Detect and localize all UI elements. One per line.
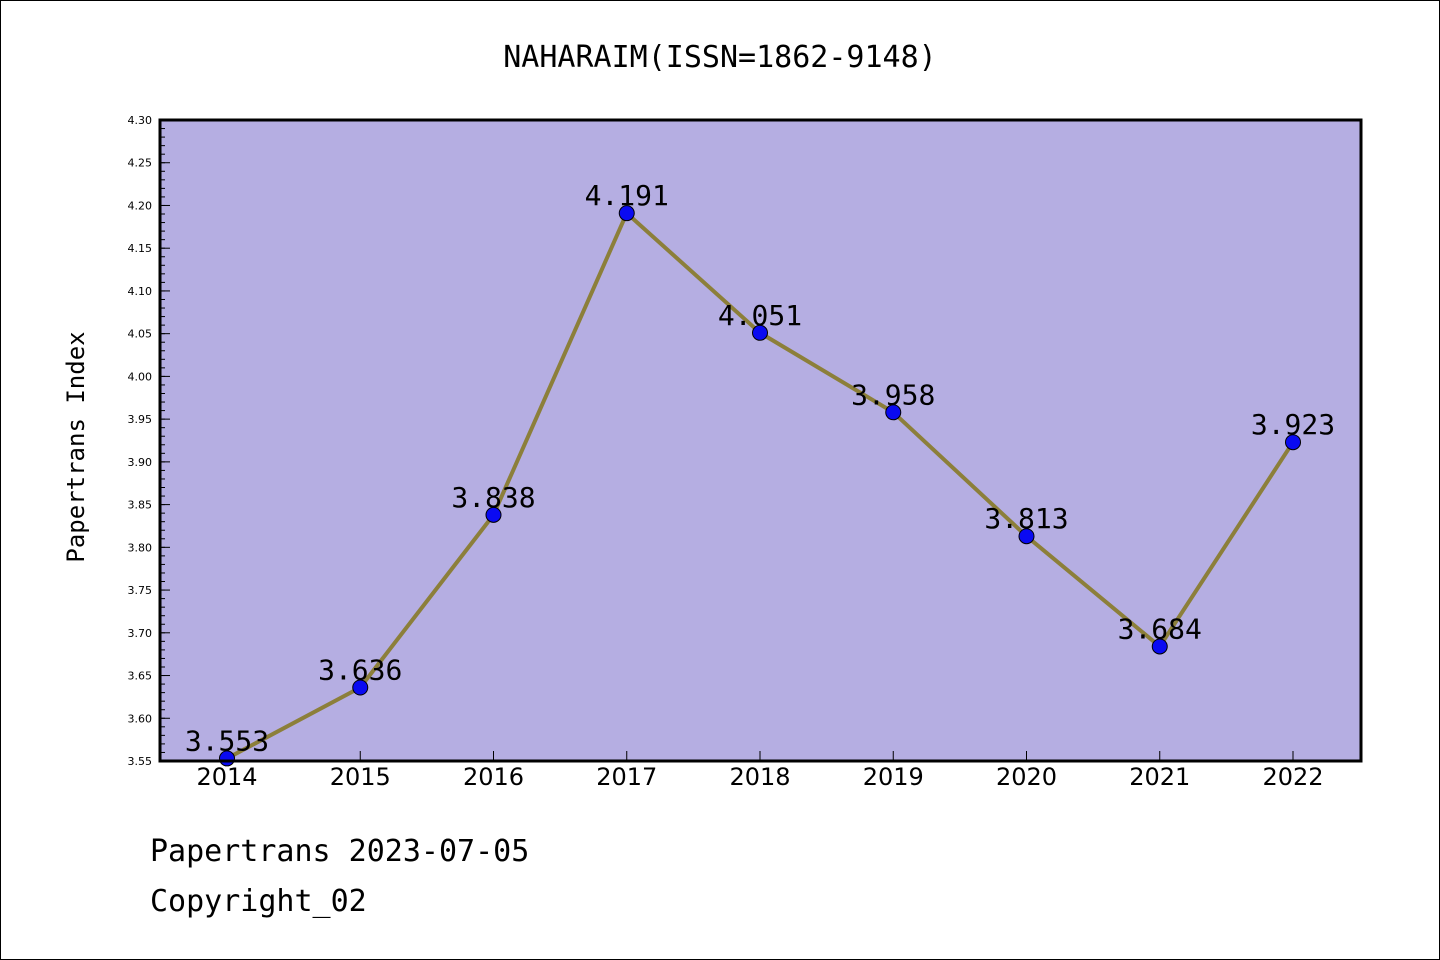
y-tick-label: 4.10: [128, 285, 153, 298]
y-tick-label: 4.00: [128, 370, 153, 383]
footer-date: Papertrans 2023-07-05: [150, 834, 530, 869]
data-label: 3.553: [185, 724, 269, 757]
data-point: [1285, 434, 1301, 451]
y-axis-label: Papertrans Index: [62, 331, 90, 562]
x-tick-label: 2014: [196, 763, 257, 791]
data-point: [485, 506, 502, 523]
y-tick-label: 4.20: [128, 199, 153, 212]
y-tick-label: 3.90: [128, 456, 153, 469]
y-tick-label: 3.75: [128, 584, 153, 597]
data-label: 3.838: [451, 481, 535, 514]
data-point: [752, 324, 768, 341]
data-label: 4.191: [585, 179, 669, 212]
plot-border: [158, 118, 1363, 763]
chart-title: NAHARAIM(ISSN=1862-9148): [503, 40, 936, 75]
data-label: 3.923: [1251, 408, 1335, 441]
data-label: 4.051: [718, 299, 802, 332]
y-tick-label: 3.70: [128, 627, 153, 640]
x-tick-label: 2016: [463, 763, 524, 791]
x-tick-label: 2018: [729, 763, 790, 791]
data-point: [885, 404, 902, 421]
x-tick-label: 2017: [596, 763, 657, 791]
x-tick-label: 2022: [1262, 763, 1323, 791]
y-tick-label: 3.95: [128, 413, 153, 426]
x-tick-label: 2019: [863, 763, 924, 791]
data-point: [1151, 638, 1168, 655]
x-tick-label: 2020: [996, 763, 1057, 791]
y-tick-label: 3.60: [128, 712, 153, 725]
data-label: 3.958: [851, 378, 935, 411]
data-point: [1018, 528, 1035, 545]
y-tick-label: 4.25: [128, 157, 153, 170]
y-tick-label: 4.05: [128, 328, 153, 341]
data-label: 3.813: [984, 502, 1068, 535]
x-tick-label: 2021: [1129, 763, 1190, 791]
y-tick-label: 3.80: [128, 541, 153, 554]
data-point: [618, 205, 635, 222]
y-tick-label: 3.65: [128, 670, 153, 683]
y-tick-label: 3.85: [128, 499, 153, 512]
x-tick-label: 2015: [330, 763, 391, 791]
data-point: [352, 679, 369, 696]
y-tick-label: 3.55: [128, 755, 153, 768]
y-tick-label: 4.30: [128, 114, 153, 127]
y-tick-label: 4.15: [128, 242, 153, 255]
data-label: 3.684: [1118, 612, 1202, 645]
data-label: 3.636: [318, 653, 402, 686]
footer-copyright: Copyright_02: [150, 884, 367, 919]
